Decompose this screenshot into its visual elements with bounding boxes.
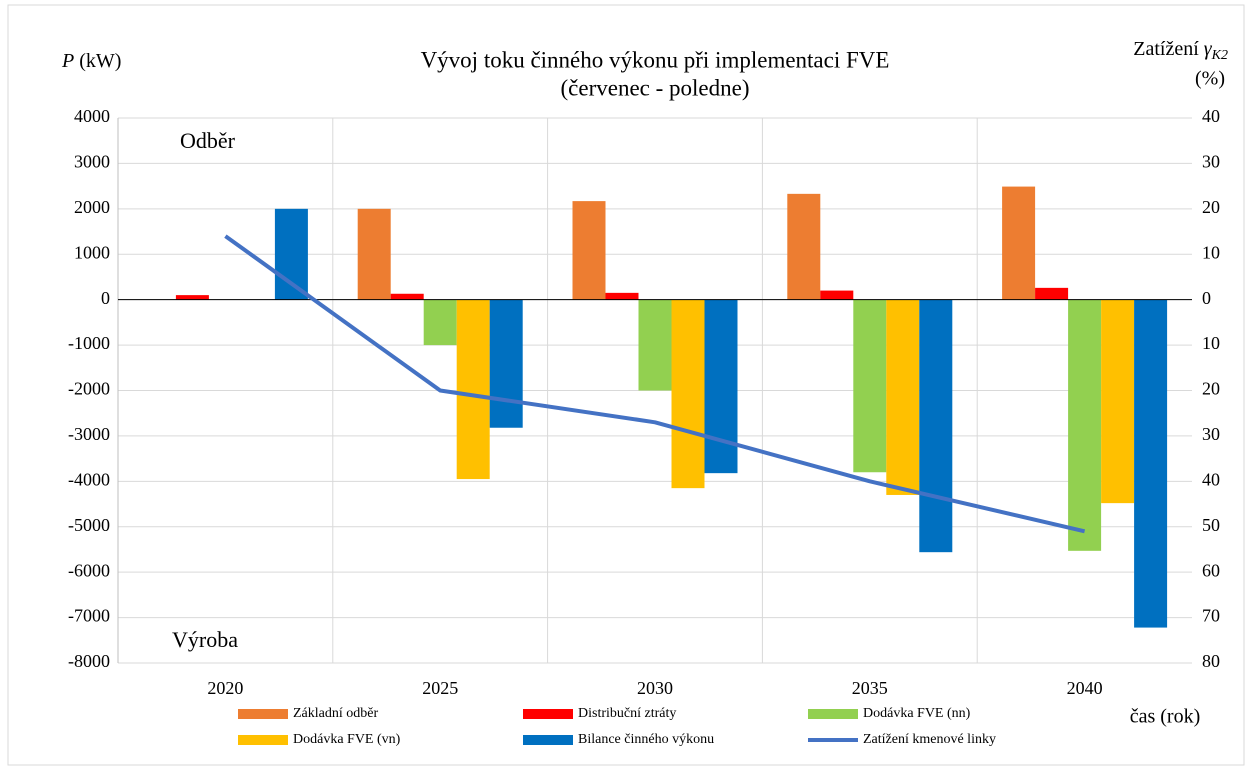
chart-title: Vývoj toku činného výkonu při implementa… <box>421 47 890 72</box>
x-tick-label: 2040 <box>1067 678 1103 698</box>
legend-swatch <box>523 709 573 719</box>
y2-tick-label: 40 <box>1202 106 1220 126</box>
y2-tick-label: 0 <box>1202 288 1211 308</box>
y-tick-label: 1000 <box>74 242 110 262</box>
bar <box>638 299 672 391</box>
bar <box>853 299 887 473</box>
bar <box>456 299 490 480</box>
y-tick-label: -5000 <box>68 515 110 535</box>
legend-label: Dodávka FVE (nn) <box>863 706 971 721</box>
legend-swatch <box>238 709 288 719</box>
y2-tick-label: 70 <box>1202 606 1220 626</box>
y2-label-subscript: K2 <box>1211 48 1228 63</box>
bar <box>175 295 209 300</box>
bar <box>1002 186 1036 300</box>
legend-label: Zatížení kmenové linky <box>863 732 996 747</box>
legend-label: Základní odběr <box>293 706 378 721</box>
line-series <box>224 234 1086 534</box>
x-axis-label: čas (rok) <box>1130 706 1201 728</box>
y-tick-label: 4000 <box>74 106 110 126</box>
legend-label: Bilance činného výkonu <box>578 732 714 747</box>
y-tick-label: -8000 <box>68 651 110 671</box>
y2-label-symbol: γ <box>1204 38 1213 60</box>
y-tick-label: -4000 <box>68 469 110 489</box>
y2-tick-label: 60 <box>1202 560 1220 580</box>
y2-tick-label: 10 <box>1202 242 1220 262</box>
bar <box>1134 299 1168 628</box>
y2-tick-label: 30 <box>1202 152 1220 172</box>
x-tick-label: 2030 <box>637 678 673 698</box>
bar <box>886 299 920 495</box>
y2-axis-label: Zatížení γK2 <box>1133 38 1228 64</box>
bar <box>671 299 705 489</box>
bar <box>357 208 391 300</box>
bar <box>572 201 606 300</box>
chart-subtitle: (červenec - poledne) <box>561 75 750 100</box>
x-tick-label: 2025 <box>422 678 458 698</box>
legend-label: Dodávka FVE (vn) <box>293 732 401 747</box>
bar <box>787 193 821 300</box>
y2-tick-label: 30 <box>1202 424 1220 444</box>
y-tick-label: -3000 <box>68 424 110 444</box>
y2-axis-unit: (%) <box>1195 68 1225 90</box>
y2-tick-label: 50 <box>1202 515 1220 535</box>
annotation: Odběr <box>180 128 236 153</box>
legend-swatch <box>238 735 288 745</box>
annotation: Výroba <box>172 627 238 652</box>
y-tick-label: 3000 <box>74 152 110 172</box>
y-label-symbol: P <box>61 50 74 72</box>
y-tick-label: -1000 <box>68 333 110 353</box>
bar <box>919 299 953 553</box>
y2-tick-label: 20 <box>1202 197 1220 217</box>
y2-tick-label: 10 <box>1202 333 1220 353</box>
chart-frame <box>7 4 1245 766</box>
y-axis-label: P (kW) <box>61 50 121 72</box>
legend-label: Distribuční ztráty <box>578 706 676 721</box>
y-tick-label: -7000 <box>68 606 110 626</box>
y-tick-label: -2000 <box>68 379 110 399</box>
y-tick-label: 2000 <box>74 197 110 217</box>
bar <box>1068 299 1102 551</box>
bar <box>489 299 523 428</box>
bar <box>1101 299 1135 504</box>
x-tick-label: 2020 <box>207 678 243 698</box>
y-label-unit: (kW) <box>74 50 121 72</box>
y2-tick-label: 80 <box>1202 651 1220 671</box>
legend-swatch <box>808 709 858 719</box>
y2-tick-label: 40 <box>1202 469 1220 489</box>
legend-swatch <box>523 735 573 745</box>
bar <box>820 290 854 300</box>
x-tick-label: 2035 <box>852 678 888 698</box>
y-tick-label: 0 <box>101 288 110 308</box>
bar <box>390 293 424 300</box>
y2-tick-label: 20 <box>1202 379 1220 399</box>
bar <box>704 299 738 474</box>
bar <box>423 299 457 346</box>
bar <box>605 292 639 300</box>
bar <box>1035 287 1069 300</box>
y-tick-label: -6000 <box>68 560 110 580</box>
bar <box>274 208 308 300</box>
y2-label-text: Zatížení <box>1133 38 1204 60</box>
